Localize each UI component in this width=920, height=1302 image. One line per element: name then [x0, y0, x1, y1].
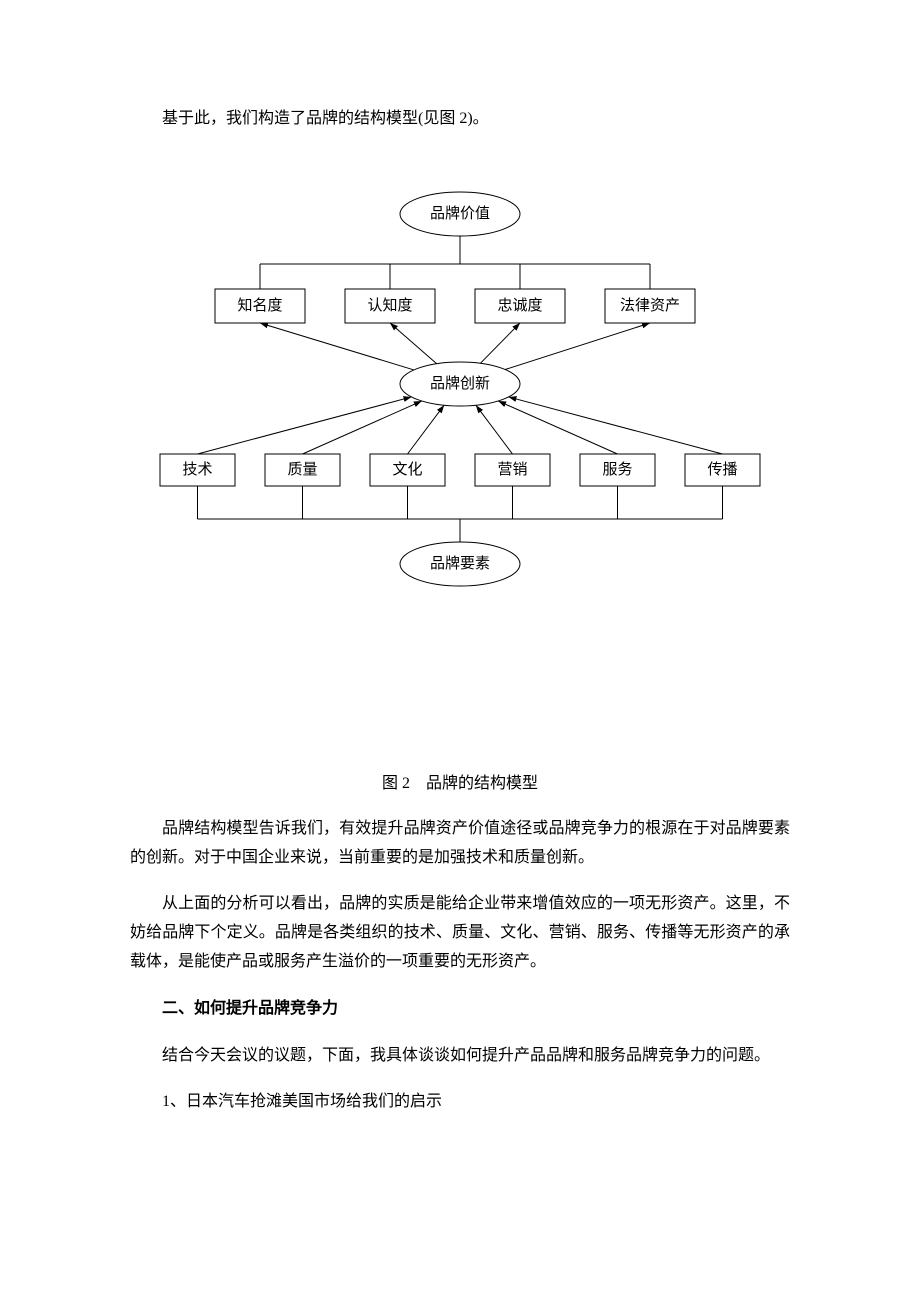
- svg-text:传播: 传播: [707, 461, 737, 478]
- svg-text:品牌要素: 品牌要素: [430, 555, 490, 572]
- heading-2: 二、如何提升品牌竞争力: [130, 995, 790, 1024]
- paragraph-2: 从上面的分析可以看出，品牌的实质是能给企业带来增值效应的一项无形资产。这里，不妨…: [130, 890, 790, 976]
- svg-text:服务: 服务: [602, 461, 632, 478]
- svg-text:品牌创新: 品牌创新: [430, 375, 490, 392]
- svg-text:营销: 营销: [497, 461, 527, 478]
- svg-text:忠诚度: 忠诚度: [497, 297, 542, 314]
- svg-text:文化: 文化: [392, 461, 422, 478]
- svg-text:知名度: 知名度: [237, 297, 282, 314]
- svg-text:质量: 质量: [287, 461, 317, 478]
- svg-text:品牌价值: 品牌价值: [430, 205, 490, 222]
- diagram-svg: 知名度 认知度 忠诚度 法律资产技术 质量 文化 营销 服务 传播 品牌价值品牌创新品牌要素: [130, 174, 790, 594]
- document-page: 基于此，我们构造了品牌的结构模型(见图 2)。 知名度 认知度 忠诚度 法律资产技术 质…: [0, 0, 920, 1302]
- svg-text:技术: 技术: [182, 461, 212, 478]
- svg-text:认知度: 认知度: [367, 297, 412, 314]
- brand-structure-diagram: 知名度 认知度 忠诚度 法律资产技术 质量 文化 营销 服务 传播 品牌价值品牌创新品牌要素: [130, 174, 790, 599]
- figure-caption: 图 2 品牌的结构模型: [130, 769, 790, 793]
- paragraph-4: 1、日本汽车抢滩美国市场给我们的启示: [130, 1088, 790, 1117]
- paragraph-3: 结合今天会议的议题，下面，我具体谈谈如何提升产品品牌和服务品牌竞争力的问题。: [130, 1042, 790, 1071]
- paragraph-1: 品牌结构模型告诉我们，有效提升品牌资产价值途径或品牌竞争力的根源在于对品牌要素的…: [130, 815, 790, 873]
- svg-text:法律资产: 法律资产: [620, 297, 680, 314]
- intro-paragraph: 基于此，我们构造了品牌的结构模型(见图 2)。: [130, 105, 790, 134]
